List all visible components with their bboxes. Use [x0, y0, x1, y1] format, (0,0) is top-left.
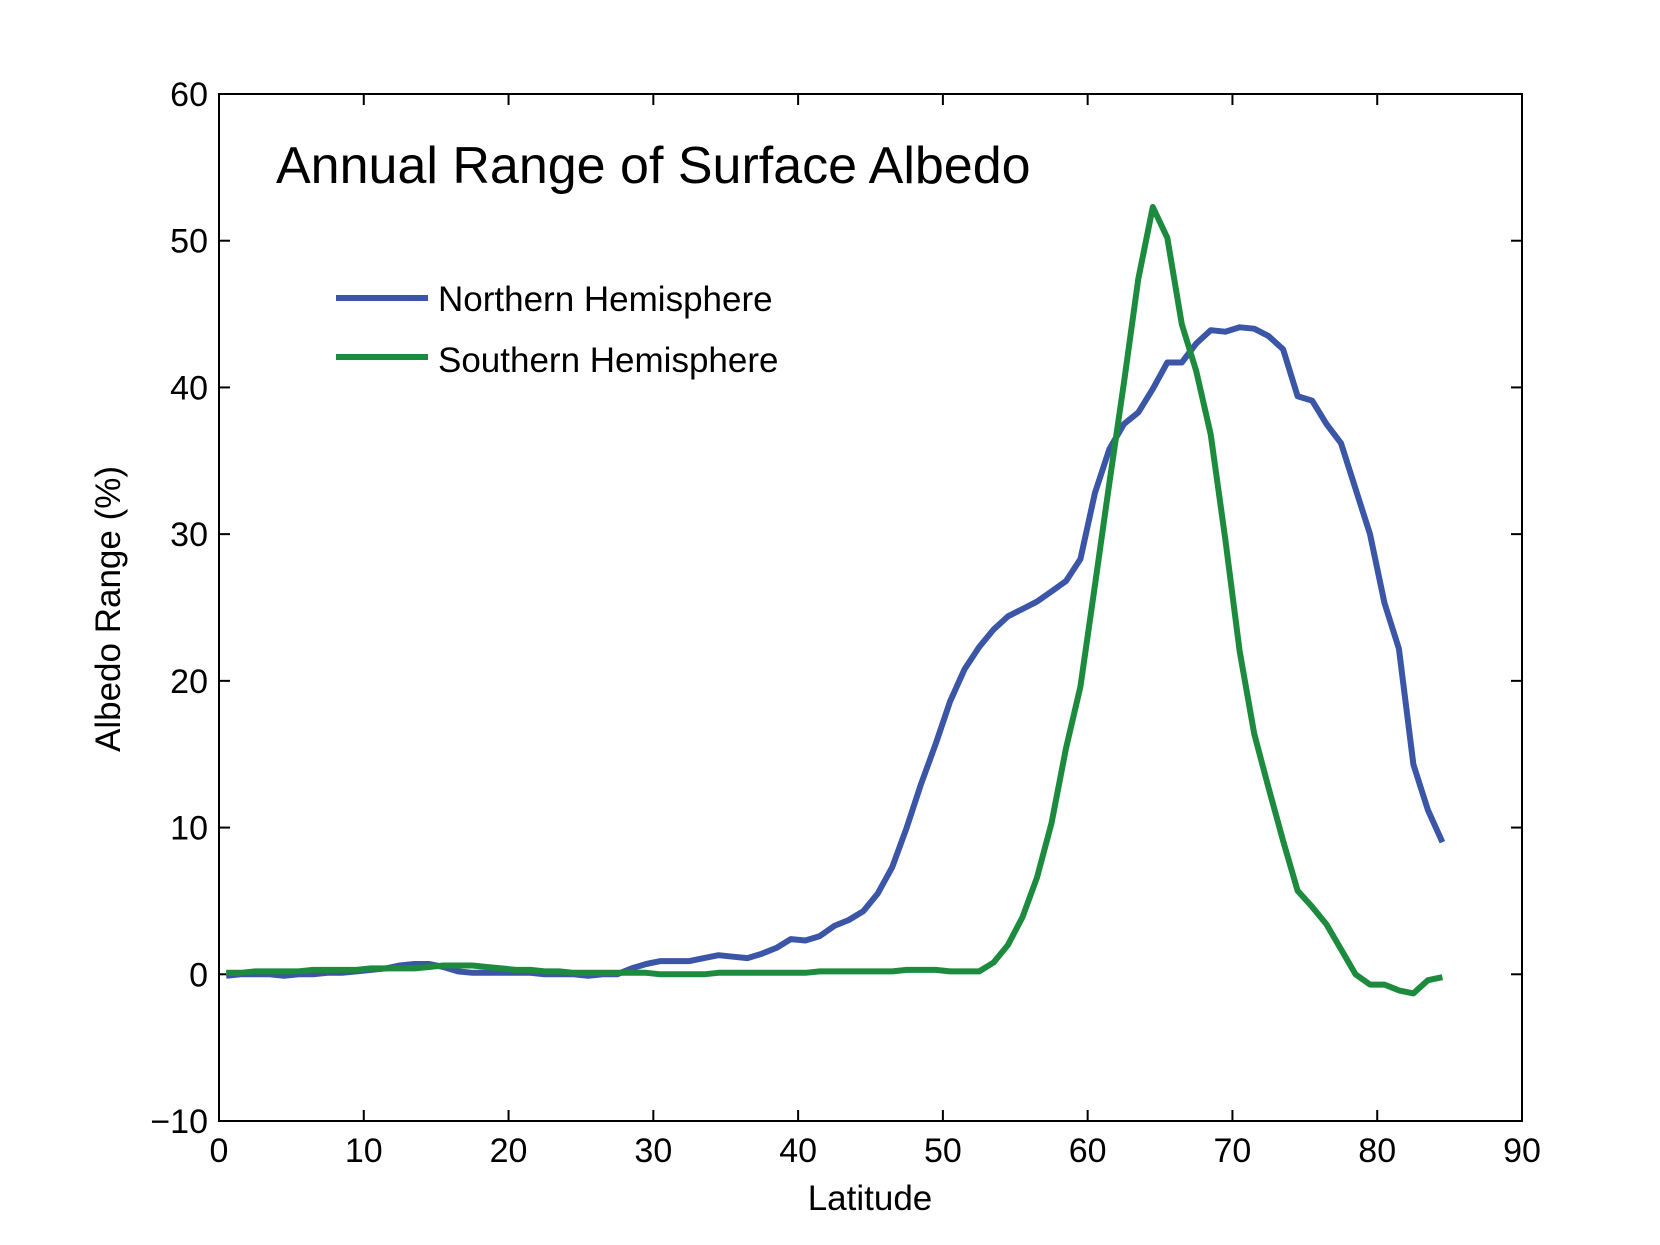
y-tick-label: 0: [189, 956, 208, 994]
x-tick-label: 60: [1069, 1132, 1107, 1170]
y-tick-label: 60: [170, 76, 208, 114]
plot-frame: [218, 93, 1523, 1122]
series-lines: [225, 204, 1446, 997]
x-tick-label: 30: [634, 1132, 672, 1170]
chart-title: Annual Range of Surface Albedo: [276, 137, 1031, 195]
legend-label-southern: Southern Hemisphere: [438, 341, 778, 380]
x-tick-label: 40: [779, 1132, 817, 1170]
x-tick-label: 20: [490, 1132, 528, 1170]
x-tick-label: 50: [924, 1132, 962, 1170]
y-tick-label: 30: [170, 516, 208, 554]
y-tick-label: 10: [170, 810, 208, 848]
y-axis-label: Albedo Range (%): [89, 466, 128, 752]
x-tick-label: 70: [1214, 1132, 1252, 1170]
x-tick-label: 10: [345, 1132, 383, 1170]
x-tick-label: 0: [210, 1132, 229, 1170]
x-tick-label: 90: [1503, 1132, 1541, 1170]
y-tick-label: 50: [170, 223, 208, 261]
x-tick-label: 80: [1358, 1132, 1396, 1170]
series-line-southern: [226, 204, 1444, 997]
y-tick-label: −10: [150, 1103, 208, 1141]
x-axis-label: Latitude: [808, 1179, 933, 1218]
y-tick-label: 40: [170, 369, 208, 407]
legend: Northern Hemisphere Southern Hemisphere: [336, 280, 778, 380]
legend-label-northern: Northern Hemisphere: [438, 280, 773, 319]
y-tick-label: 20: [170, 663, 208, 701]
